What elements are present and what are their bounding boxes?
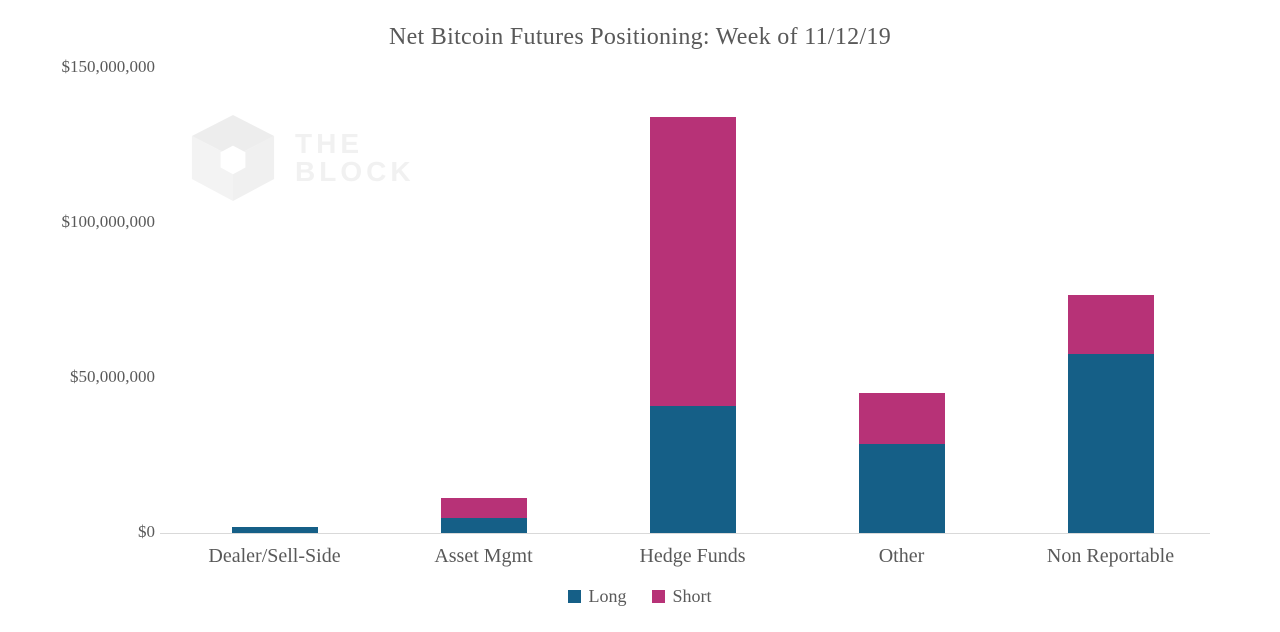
y-tick-label: $150,000,000 [61, 57, 156, 76]
legend-swatch-long [568, 590, 582, 603]
legend-swatch-short [652, 590, 666, 603]
bar-segment-short [440, 497, 527, 519]
x-tick-label: Non Reportable [1046, 545, 1175, 567]
y-axis: $150,000,000 $100,000,000 $50,000,000 $0 [0, 0, 156, 632]
x-tick-label: Other [878, 545, 925, 567]
legend-label: Long [588, 586, 627, 606]
legend-item-short: Short [652, 586, 712, 607]
bar-segment-short [649, 116, 736, 406]
x-tick-label: Dealer/Sell-Side [208, 545, 341, 567]
legend-item-long: Long [568, 586, 626, 607]
legend-label: Short [672, 586, 712, 606]
bar-segment-short [1067, 295, 1154, 355]
legend: Long Short [0, 586, 1280, 607]
bar-segment-long [649, 405, 736, 533]
bar-segment-short [858, 392, 945, 445]
x-tick-label: Asset Mgmt [434, 545, 533, 567]
bar-segment-long [858, 444, 945, 533]
bar-segment-long [1067, 354, 1154, 533]
x-axis-line [160, 533, 1210, 534]
bar-segment-long [231, 527, 318, 533]
x-tick-label: Hedge Funds [639, 545, 746, 567]
bar-segment-long [440, 518, 527, 533]
y-tick-label: $50,000,000 [70, 367, 155, 386]
y-tick-label: $0 [138, 522, 155, 541]
chart-title: Net Bitcoin Futures Positioning: Week of… [388, 24, 892, 50]
y-tick-label: $100,000,000 [61, 212, 156, 231]
